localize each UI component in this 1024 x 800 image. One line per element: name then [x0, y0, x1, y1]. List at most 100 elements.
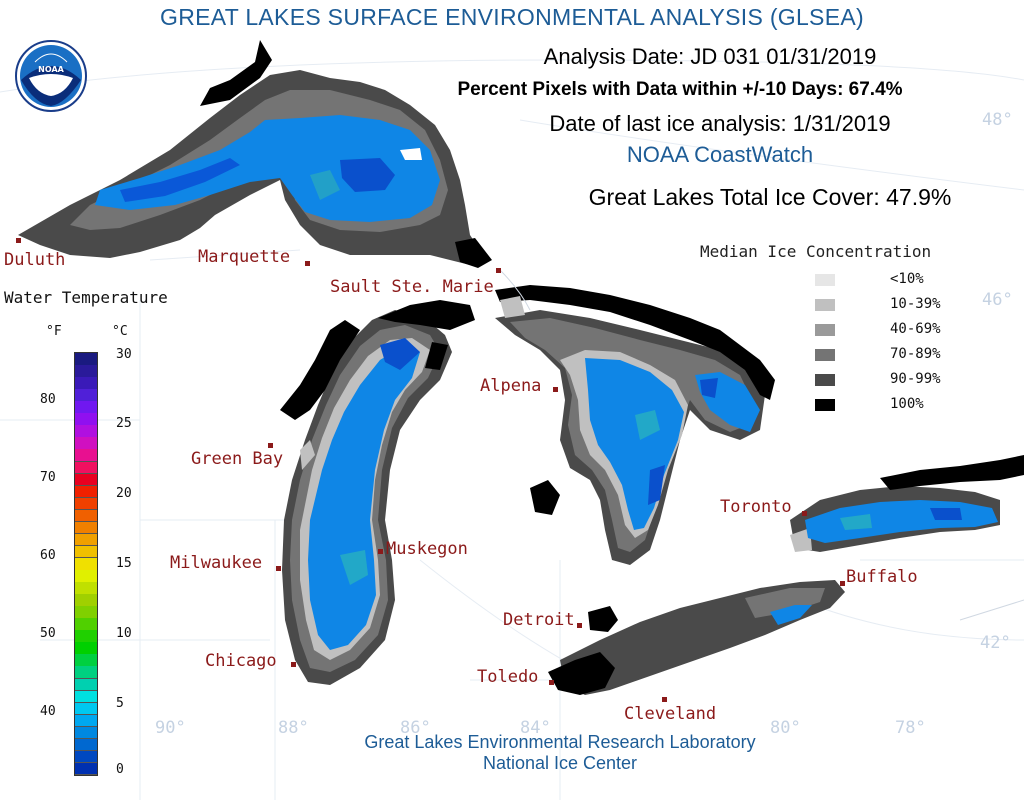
- city-label-toledo: Toledo: [477, 667, 539, 687]
- colorbar-segment: [75, 389, 97, 402]
- colorbar-segment: [75, 702, 97, 716]
- colorbar-segment: [75, 437, 97, 450]
- ice-label-100: 100%: [890, 396, 924, 412]
- city-label-detroit: Detroit: [503, 610, 575, 630]
- city-label-duluth: Duluth: [4, 250, 66, 270]
- footer-glerl: Great Lakes Environmental Research Labor…: [364, 732, 756, 752]
- city-marker-chicago: [291, 662, 296, 667]
- water-temp-unit-c: °C: [112, 324, 128, 339]
- noaa-logo: NOAA: [15, 40, 87, 112]
- colorbar-segment: [75, 726, 97, 740]
- colorbar-segment: [75, 582, 97, 595]
- lake-st-clair: [588, 606, 618, 632]
- lake-michigan: [280, 300, 475, 685]
- footer-nic: National Ice Center: [482, 753, 638, 773]
- colorbar-segment: [75, 497, 97, 511]
- colorbar-segment: [75, 690, 97, 704]
- coord-lat-46: 46°: [982, 290, 1013, 310]
- colorbar-segment: [75, 473, 97, 487]
- lake-superior: [18, 40, 492, 268]
- ice-label-70-89: 70-89%: [890, 346, 941, 362]
- city-label-toronto: Toronto: [720, 497, 792, 517]
- coord-lat-48: 48°: [982, 110, 1013, 130]
- coord-lon-88: 88°: [278, 718, 309, 738]
- colorbar-segment: [75, 413, 97, 426]
- colorbar-segment: [75, 425, 97, 438]
- ice-label-90-99: 90-99%: [890, 371, 941, 387]
- rivers: [499, 269, 1024, 621]
- water-temp-colorbar: [74, 352, 98, 776]
- colorbar-segment: [75, 666, 97, 680]
- city-label-chicago: Chicago: [205, 651, 277, 671]
- city-marker-buffalo: [840, 581, 845, 586]
- ice-swatch-90-99: [815, 374, 835, 386]
- coord-lon-80: 80°: [770, 718, 801, 738]
- colorbar-segment: [75, 678, 97, 692]
- colorbar-segment: [75, 714, 97, 728]
- colorbar-segment: [75, 606, 97, 619]
- ice-swatch-10-39: [815, 299, 835, 311]
- water-temp-title: Water Temperature: [4, 288, 168, 307]
- coord-lat-42: 42°: [980, 633, 1011, 653]
- city-label-marquette: Marquette: [198, 247, 291, 267]
- colorbar-segment: [75, 570, 97, 583]
- colorbar-segment: [75, 545, 97, 559]
- city-marker-sault-ste-marie: [496, 268, 501, 273]
- c-tick-5: 5: [116, 696, 124, 711]
- city-label-buffalo: Buffalo: [846, 567, 918, 587]
- ice-label-10-39: 10-39%: [890, 296, 941, 312]
- colorbar-segment: [75, 401, 97, 414]
- colorbar-segment: [75, 762, 97, 776]
- colorbar-segment: [75, 750, 97, 764]
- colorbar-segment: [75, 509, 97, 523]
- colorbar-segment: [75, 353, 97, 366]
- noaa-logo-text: NOAA: [38, 65, 64, 74]
- city-marker-marquette: [305, 261, 310, 266]
- f-tick-80: 80: [40, 392, 56, 407]
- colorbar-segment: [75, 449, 97, 462]
- city-label-cleveland: Cleveland: [624, 704, 717, 724]
- c-tick-15: 15: [116, 556, 132, 571]
- ice-label-lt10: <10%: [890, 271, 924, 287]
- source-label: NOAA CoastWatch: [626, 142, 814, 167]
- colorbar-segment: [75, 642, 97, 655]
- city-marker-toronto: [802, 511, 807, 516]
- f-tick-70: 70: [40, 470, 56, 485]
- f-tick-60: 60: [40, 548, 56, 563]
- colorbar-segment: [75, 630, 97, 643]
- city-marker-cleveland: [662, 697, 667, 702]
- colorbar-segment: [75, 461, 97, 475]
- total-ice-cover: Great Lakes Total Ice Cover: 47.9%: [588, 184, 952, 210]
- ice-swatch-100: [815, 399, 835, 411]
- f-tick-40: 40: [40, 704, 56, 719]
- lake-erie: [548, 580, 845, 695]
- ice-swatch-lt10: [815, 274, 835, 286]
- c-tick-25: 25: [116, 416, 132, 431]
- colorbar-segment: [75, 738, 97, 752]
- city-marker-green-bay: [268, 443, 273, 448]
- percent-pixels: Percent Pixels with Data within +/-10 Da…: [457, 79, 903, 100]
- city-marker-toledo: [549, 680, 554, 685]
- coord-lon-78: 78°: [895, 718, 926, 738]
- water-temp-unit-f: °F: [46, 324, 62, 339]
- colorbar-segment: [75, 485, 97, 499]
- noaa-logo-icon: [15, 40, 87, 112]
- city-label-muskegon: Muskegon: [386, 539, 468, 559]
- c-tick-0: 0: [116, 762, 124, 777]
- coord-lon-86: 86°: [400, 718, 431, 738]
- colorbar-segment: [75, 618, 97, 631]
- city-marker-muskegon: [378, 549, 383, 554]
- city-label-sault-ste-marie: Sault Ste. Marie: [330, 277, 494, 297]
- colorbar-segment: [75, 654, 97, 667]
- lake-huron: [495, 285, 775, 565]
- c-tick-20: 20: [116, 486, 132, 501]
- colorbar-segment: [75, 557, 97, 571]
- colorbar-segment: [75, 365, 97, 378]
- colorbar-segment: [75, 521, 97, 535]
- page-title: GREAT LAKES SURFACE ENVIRONMENTAL ANALYS…: [160, 4, 864, 30]
- city-marker-detroit: [577, 623, 582, 628]
- last-ice-analysis: Date of last ice analysis: 1/31/2019: [549, 111, 891, 136]
- city-label-green-bay: Green Bay: [191, 449, 284, 469]
- colorbar-segment: [75, 594, 97, 607]
